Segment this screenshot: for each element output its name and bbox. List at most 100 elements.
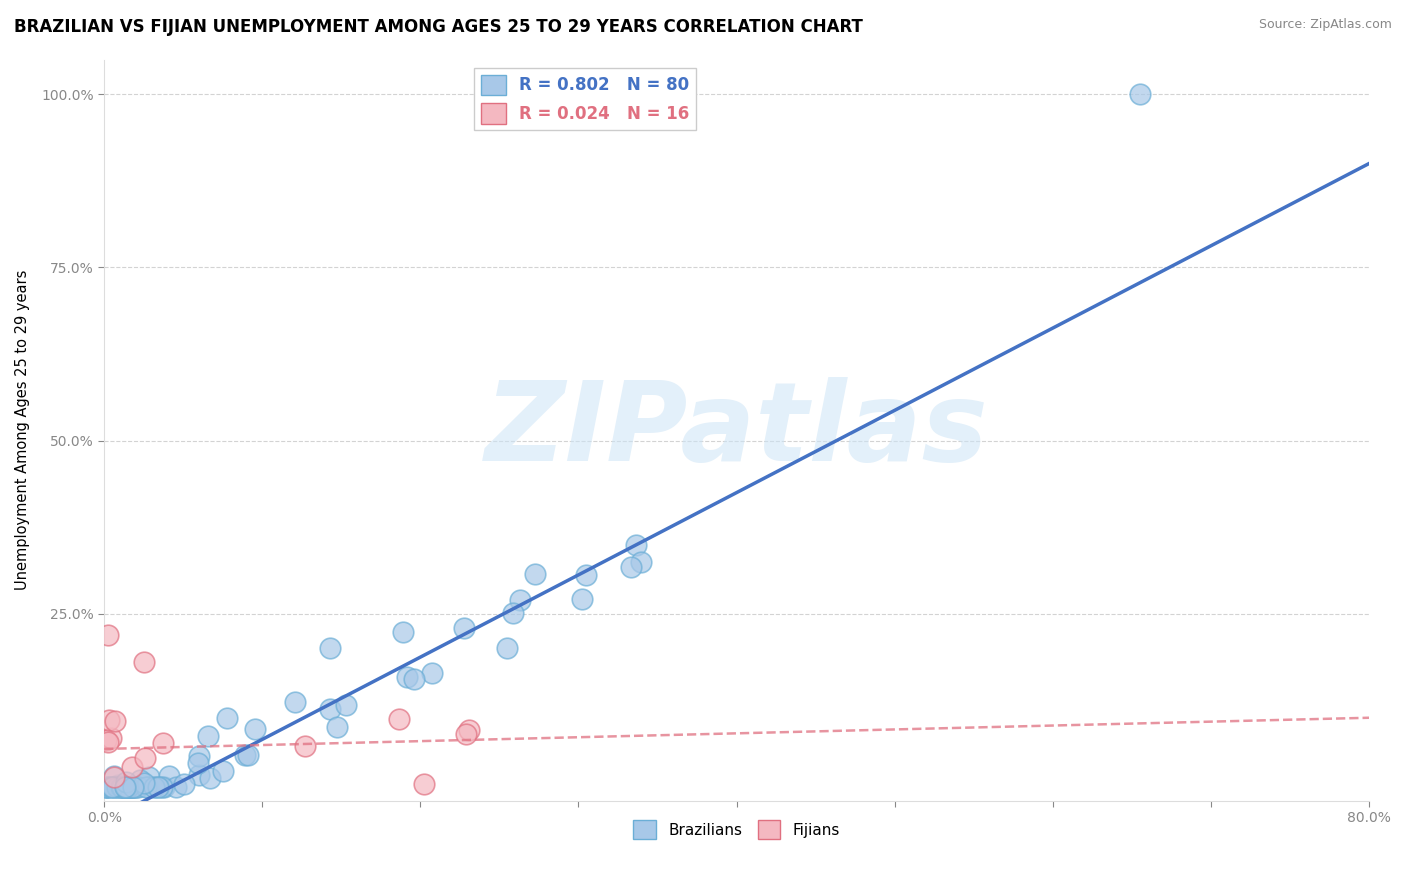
- Point: [198, 771, 221, 785]
- Point: [420, 666, 443, 681]
- Point: [100, 731, 122, 745]
- Text: Source: ZipAtlas.com: Source: ZipAtlas.com: [1258, 18, 1392, 31]
- Point: [115, 780, 138, 794]
- Point: [318, 640, 340, 655]
- Point: [105, 780, 128, 794]
- Point: [121, 760, 143, 774]
- Point: [157, 768, 180, 782]
- Point: [626, 537, 648, 551]
- Point: [294, 739, 316, 753]
- Point: [396, 670, 419, 684]
- Point: [152, 736, 174, 750]
- Point: [98, 713, 121, 727]
- Point: [103, 769, 125, 783]
- Point: [153, 780, 176, 794]
- Point: [1129, 87, 1152, 102]
- Point: [94, 733, 117, 747]
- Point: [103, 770, 125, 784]
- Point: [211, 764, 233, 778]
- Point: [215, 711, 238, 725]
- Point: [103, 780, 125, 794]
- Point: [105, 780, 128, 794]
- Point: [132, 776, 155, 790]
- Point: [117, 780, 139, 794]
- Point: [122, 780, 145, 794]
- Point: [96, 780, 118, 794]
- Point: [571, 591, 593, 606]
- Point: [136, 780, 159, 794]
- Point: [117, 780, 139, 794]
- Point: [143, 780, 166, 794]
- Point: [121, 780, 143, 794]
- Point: [107, 778, 129, 792]
- Point: [392, 625, 415, 640]
- Point: [388, 712, 411, 726]
- Point: [134, 750, 156, 764]
- Point: [111, 780, 134, 794]
- Point: [502, 606, 524, 620]
- Point: [115, 775, 138, 789]
- Point: [457, 723, 479, 738]
- Point: [575, 568, 598, 582]
- Point: [124, 780, 146, 794]
- Point: [112, 780, 135, 794]
- Point: [94, 780, 117, 794]
- Point: [402, 672, 425, 686]
- Point: [509, 593, 531, 607]
- Point: [129, 772, 152, 787]
- Point: [117, 780, 139, 794]
- Point: [326, 720, 349, 734]
- Point: [173, 777, 195, 791]
- Point: [453, 621, 475, 635]
- Point: [284, 695, 307, 709]
- Point: [197, 729, 219, 743]
- Point: [319, 702, 342, 716]
- Point: [118, 780, 141, 794]
- Point: [115, 780, 138, 794]
- Point: [187, 756, 209, 770]
- Point: [108, 780, 131, 794]
- Point: [122, 780, 145, 794]
- Point: [412, 777, 434, 791]
- Point: [97, 627, 120, 641]
- Point: [496, 640, 519, 655]
- Y-axis label: Unemployment Among Ages 25 to 29 years: Unemployment Among Ages 25 to 29 years: [15, 270, 30, 591]
- Point: [188, 767, 211, 781]
- Point: [98, 780, 121, 794]
- Point: [111, 780, 134, 794]
- Point: [96, 780, 118, 794]
- Point: [335, 698, 357, 712]
- Point: [104, 714, 127, 728]
- Point: [120, 780, 142, 794]
- Point: [103, 780, 125, 794]
- Point: [146, 780, 169, 794]
- Point: [97, 734, 120, 748]
- Point: [188, 748, 211, 763]
- Point: [101, 780, 124, 794]
- Point: [235, 747, 257, 762]
- Point: [118, 780, 141, 794]
- Text: ZIPatlas: ZIPatlas: [485, 376, 988, 483]
- Point: [150, 780, 173, 794]
- Point: [143, 780, 166, 794]
- Point: [127, 780, 149, 794]
- Point: [114, 780, 136, 794]
- Point: [96, 780, 118, 794]
- Point: [138, 770, 160, 784]
- Point: [124, 780, 146, 794]
- Point: [135, 780, 157, 794]
- Text: BRAZILIAN VS FIJIAN UNEMPLOYMENT AMONG AGES 25 TO 29 YEARS CORRELATION CHART: BRAZILIAN VS FIJIAN UNEMPLOYMENT AMONG A…: [14, 18, 863, 36]
- Point: [111, 780, 134, 794]
- Point: [148, 780, 170, 794]
- Point: [620, 560, 643, 574]
- Point: [630, 555, 652, 569]
- Point: [114, 780, 136, 794]
- Point: [243, 722, 266, 736]
- Point: [524, 566, 547, 581]
- Point: [165, 780, 187, 794]
- Legend: Brazilians, Fijians: Brazilians, Fijians: [627, 814, 846, 845]
- Point: [236, 747, 259, 762]
- Point: [121, 780, 143, 794]
- Point: [110, 780, 132, 794]
- Point: [454, 727, 477, 741]
